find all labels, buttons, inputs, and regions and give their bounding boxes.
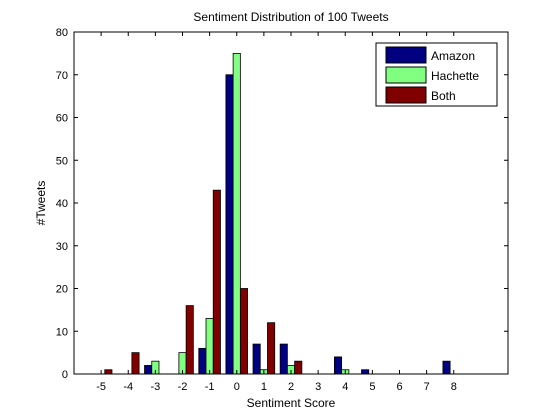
y-tick-label: 20 [56, 284, 68, 296]
legend-item-both: Both [385, 86, 456, 104]
bar-amazon--1 [198, 347, 207, 375]
bar-amazon-1 [252, 343, 261, 375]
x-tick-label: 8 [451, 381, 457, 393]
y-tick-label: 50 [56, 155, 68, 167]
y-tick-label: 70 [56, 70, 68, 82]
x-tick-label: 1 [261, 381, 267, 393]
x-tick-label: 0 [234, 381, 240, 393]
bar-hachette--1 [205, 318, 214, 375]
legend-item-amazon: Amazon [385, 46, 475, 64]
bar-both-2 [294, 360, 303, 375]
bar-both-0 [239, 288, 248, 375]
y-axis-label: #Tweets [34, 181, 48, 226]
bar-hachette-0 [232, 52, 241, 375]
y-tick-label: 30 [56, 241, 68, 253]
legend-label-hachette: Hachette [431, 69, 479, 83]
bar-both--5 [104, 369, 113, 375]
x-tick-label: 2 [288, 381, 294, 393]
y-tick-label: 10 [56, 326, 68, 338]
legend-swatch-both [385, 86, 427, 104]
legend-swatch-amazon [385, 46, 427, 64]
x-tick-label: -4 [123, 381, 133, 393]
x-tick-label: 3 [315, 381, 321, 393]
x-tick-label: 4 [342, 381, 348, 393]
x-tick-label: -2 [178, 381, 188, 393]
x-axis-label: Sentiment Score [247, 396, 336, 410]
bar-both--4 [131, 352, 140, 375]
x-tick-label: -3 [150, 381, 160, 393]
plot-frame [73, 31, 509, 375]
x-tick-label: 6 [396, 381, 402, 393]
bar-both--1 [212, 189, 221, 375]
bar-amazon-8 [442, 360, 451, 375]
x-tick-label: 5 [369, 381, 375, 393]
bar-amazon-0 [225, 74, 234, 375]
legend-item-hachette: Hachette [385, 66, 479, 84]
legend: Amazon Hachette Both [375, 42, 498, 107]
chart-title: Sentiment Distribution of 100 Tweets [193, 10, 388, 24]
legend-label-both: Both [431, 89, 456, 103]
bar-amazon-2 [279, 343, 288, 375]
y-tick-label: 40 [56, 198, 68, 210]
x-tick-label: 7 [424, 381, 430, 393]
legend-label-amazon: Amazon [431, 49, 475, 63]
x-tick-label: -5 [96, 381, 106, 393]
y-tick-label: 0 [62, 369, 68, 381]
bar-amazon--3 [144, 365, 153, 375]
bar-both-1 [267, 322, 276, 375]
bar-amazon-4 [333, 356, 343, 375]
bar-both--2 [185, 305, 194, 375]
y-tick-label: 60 [56, 113, 68, 125]
y-tick-label: 80 [56, 27, 68, 39]
legend-swatch-hachette [385, 66, 427, 84]
x-tick-label: -1 [205, 381, 215, 393]
bar-amazon-5 [361, 369, 370, 375]
